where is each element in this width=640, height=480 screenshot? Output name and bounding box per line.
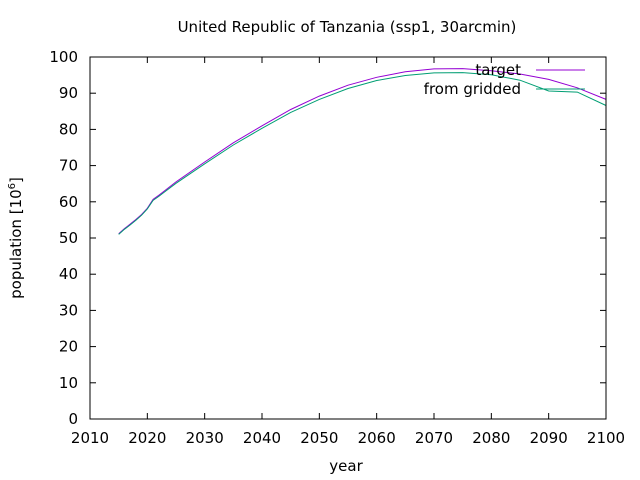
- y-axis: 0 10 20 30 40 50 60 70 80 90 100: [49, 48, 606, 428]
- x-tick-label: 2090: [530, 429, 568, 447]
- x-tick-label: 2080: [472, 429, 510, 447]
- x-axis: 2010 2020 2030 2040 2050 2060 2070 2080 2090 2100: [71, 57, 625, 447]
- y-tick-label: 20: [59, 338, 78, 356]
- y-tick-label: 10: [59, 374, 78, 392]
- x-tick-label: 2040: [243, 429, 281, 447]
- y-tick-label: 30: [59, 301, 78, 319]
- y-tick-label: 50: [59, 229, 78, 247]
- plot-frame: [89, 56, 607, 420]
- y-tick-label: 100: [49, 48, 78, 66]
- y-tick-label: 70: [59, 157, 78, 175]
- x-tick-label: 2060: [358, 429, 396, 447]
- series-line-1: [118, 68, 607, 235]
- y-axis-title-base: population [10: [7, 189, 25, 299]
- x-tick-label: 2030: [186, 429, 224, 447]
- x-axis-title: year: [329, 457, 363, 475]
- y-axis-title: population [106]: [7, 177, 25, 299]
- y-tick-label: 90: [59, 84, 78, 102]
- y-tick-label: 0: [68, 410, 78, 428]
- y-tick-label: 60: [59, 193, 78, 211]
- y-tick-label: 80: [59, 120, 78, 138]
- y-tick-label: 40: [59, 265, 78, 283]
- legend-label: target: [475, 61, 521, 79]
- x-tick-label: 2070: [415, 429, 453, 447]
- plot-area: [118, 68, 607, 235]
- x-tick-label: 2050: [300, 429, 338, 447]
- chart-title: United Republic of Tanzania (ssp1, 30arc…: [178, 18, 517, 36]
- y-axis-title-exponent: 6: [7, 183, 18, 189]
- x-tick-label: 2020: [128, 429, 166, 447]
- y-axis-title-close: ]: [7, 177, 25, 183]
- legend-label: from gridded: [424, 80, 521, 98]
- x-tick-label: 2100: [587, 429, 625, 447]
- x-tick-label: 2010: [71, 429, 109, 447]
- series-line-2: [118, 72, 607, 235]
